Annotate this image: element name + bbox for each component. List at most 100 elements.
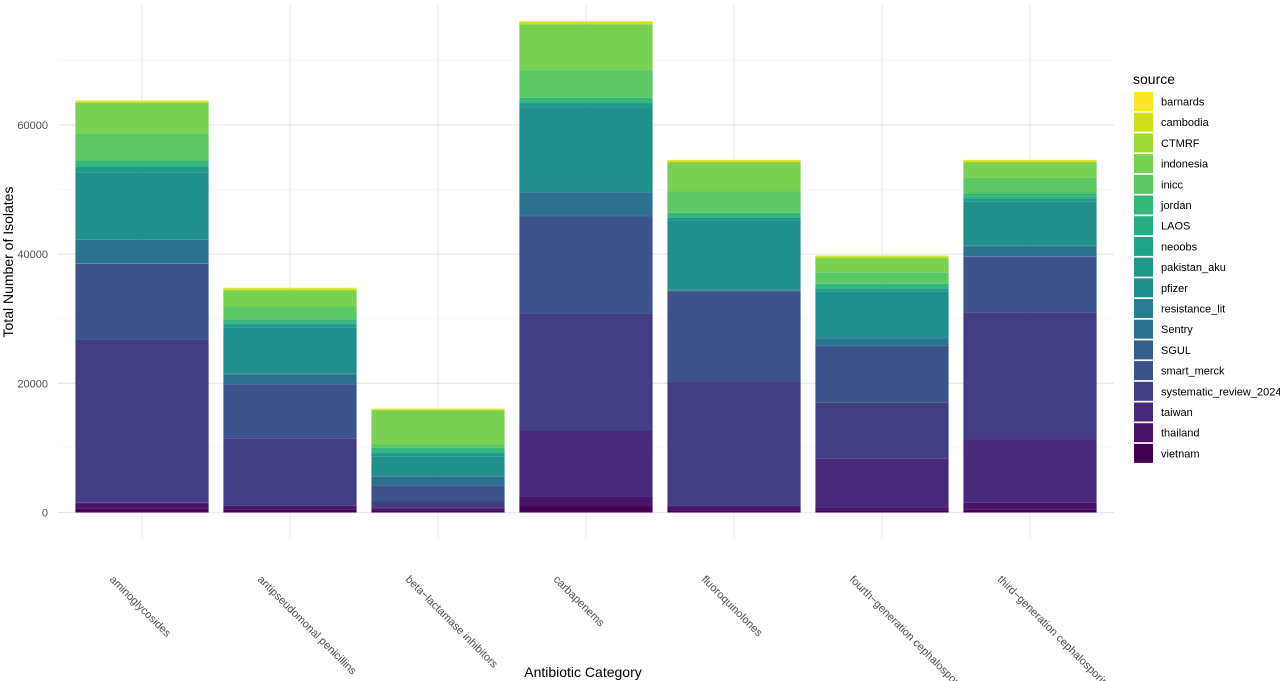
legend-key [1134, 402, 1153, 422]
x-tick-label: carbapenems [551, 574, 607, 630]
bar-segment-sgul [667, 290, 801, 292]
bar-segment-sentry [75, 239, 209, 264]
bar-segment-neoobs [667, 217, 801, 218]
x-tick-label: fourth−generation cephalosporins [847, 574, 972, 681]
bar-segment-taiwan [75, 502, 209, 504]
y-tick-label: 0 [42, 508, 48, 520]
bar-segment-cambodia [223, 288, 357, 290]
legend-key [1134, 92, 1153, 111]
bar-segment-inicc [371, 444, 505, 448]
legend-key [1134, 174, 1153, 194]
bar-segment-inicc [963, 177, 1097, 194]
bar-segment-sgul [223, 383, 357, 385]
bar-segment-inicc [223, 306, 357, 320]
bar-segment-systematic-review-2024 [667, 382, 801, 506]
bar-segment-taiwan [371, 507, 505, 509]
bar-segment-laos [667, 216, 801, 218]
y-tick-label: 60000 [17, 120, 48, 132]
bar-segment-sentry [519, 192, 653, 216]
bar-segment-jordan [75, 160, 209, 166]
bar-segment-sentry [815, 338, 949, 346]
bar-segment-neoobs [75, 166, 209, 167]
legend-key [1134, 154, 1153, 174]
bar-segment-vietnam [667, 510, 801, 513]
bar-segment-pfizer [75, 172, 209, 240]
bar-segment-vietnam [519, 506, 653, 513]
bar-segment-indonesia [371, 410, 505, 445]
legend-key [1134, 195, 1153, 215]
bar-segment-sgul [75, 263, 209, 264]
bar-segment-cambodia [667, 160, 801, 162]
bar-segment-jordan [963, 193, 1097, 197]
bar-segment-sentry [223, 374, 357, 384]
bar-segment-pakistan-aku [223, 324, 357, 328]
bar-segment-barnards [371, 408, 505, 410]
bar-segment-smart-merck [815, 346, 949, 403]
bar-segment-barnards [963, 159, 1097, 161]
x-axis-title: Antibiotic Category [524, 664, 642, 680]
y-tick-label: 20000 [17, 378, 48, 390]
bar-segment-pfizer [223, 327, 357, 374]
bar-segment-jordan [815, 283, 949, 288]
bar-segment-ctmrf [371, 409, 505, 411]
bar-segment-ctmrf [963, 161, 1097, 163]
bar-segment-pfizer [667, 220, 801, 290]
legend-label: systematic_review_2024 [1161, 386, 1280, 398]
bar-segment-pfizer [519, 107, 653, 192]
bar-segment-smart-merck [75, 263, 209, 340]
bar-segment-systematic-review-2024 [963, 312, 1097, 440]
bar-segment-barnards [223, 287, 357, 289]
bar-segment-sgul [519, 215, 653, 217]
bar-segment-sgul [963, 256, 1097, 257]
bar-segment-ctmrf [519, 23, 653, 25]
bar-segment-laos [963, 196, 1097, 198]
bar-segment-neoobs [963, 197, 1097, 199]
bar-segment-vietnam [223, 509, 357, 513]
bar-segment-laos [519, 101, 653, 103]
legend-key [1134, 340, 1153, 360]
legend-label: indonesia [1161, 159, 1209, 171]
legend-key [1134, 423, 1153, 443]
bar-segment-resistance-lit [815, 337, 949, 339]
legend-label: resistance_lit [1161, 304, 1225, 316]
bar-segment-thailand [371, 508, 505, 511]
legend-label: pakistan_aku [1161, 262, 1226, 274]
legend-label: jordan [1160, 200, 1192, 212]
bar-segment-resistance-lit [519, 191, 653, 193]
bar-segment-smart-merck [667, 291, 801, 383]
bar-segment-indonesia [519, 24, 653, 71]
legend-label: SGUL [1161, 345, 1191, 357]
x-tick-label: aminoglycosides [107, 574, 173, 640]
bar-segment-inicc [667, 191, 801, 213]
bar-segment-neoobs [371, 452, 505, 454]
legend-label: pfizer [1161, 283, 1188, 295]
bar-segment-vietnam [963, 509, 1097, 513]
bar-segment-ctmrf [223, 289, 357, 291]
bar-segment-pakistan-aku [963, 198, 1097, 202]
bar-segment-resistance-lit [75, 239, 209, 240]
bar-segment-jordan [667, 212, 801, 217]
bar-segment-barnards [75, 100, 209, 102]
bar-segment-cambodia [963, 160, 1097, 162]
bar-segment-taiwan [815, 458, 949, 508]
bar-segment-taiwan [963, 439, 1097, 503]
legend-label: neoobs [1161, 241, 1198, 253]
bar-segment-jordan [223, 319, 357, 323]
legend-key [1134, 319, 1153, 339]
legend-key [1134, 236, 1153, 256]
x-tick-label: third−generation cephalosporins [995, 574, 1115, 681]
bar-segment-resistance-lit [371, 476, 505, 477]
bar-segment-taiwan [519, 430, 653, 497]
legend-key [1134, 299, 1153, 318]
bar-segment-systematic-review-2024 [75, 339, 209, 503]
bar-segment-pakistan-aku [371, 453, 505, 457]
bar-segment-sentry [963, 246, 1097, 257]
bar-segment-thailand [223, 506, 357, 510]
bar-segment-indonesia [667, 162, 801, 192]
bar-segment-ctmrf [75, 102, 209, 104]
legend-label: LAOS [1161, 221, 1190, 233]
bar-segment-barnards [815, 255, 949, 257]
legend-key [1134, 257, 1153, 277]
legend-label: barnards [1161, 97, 1205, 109]
